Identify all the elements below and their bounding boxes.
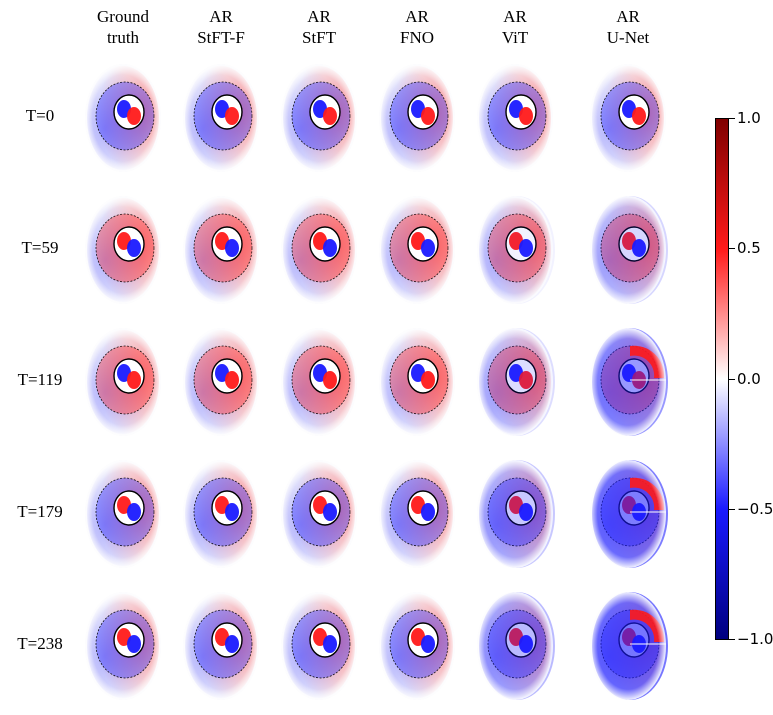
- edge-fade: [590, 64, 666, 172]
- edge-fade: [281, 460, 357, 568]
- row-label: T=59: [21, 238, 59, 257]
- field-panel: [588, 590, 668, 702]
- colorbar: [715, 118, 729, 640]
- field-panel: [588, 62, 668, 174]
- field-panel: [181, 194, 261, 306]
- edge-fade: [477, 460, 553, 568]
- field-panel: [475, 326, 555, 438]
- column-header-line2: StFT-F: [197, 28, 245, 47]
- field-panel: [588, 326, 668, 438]
- field-panel: [279, 326, 359, 438]
- column-header-line2: ViT: [501, 28, 529, 47]
- field-panel: [83, 326, 163, 438]
- colorbar-tick-label: 0.0: [737, 369, 761, 388]
- edge-fade: [379, 460, 455, 568]
- field-panel: [475, 590, 555, 702]
- field-panel: [83, 458, 163, 570]
- field-panel: [279, 590, 359, 702]
- field-panel: [83, 194, 163, 306]
- column-header: AR StFT-F: [176, 6, 266, 48]
- edge-fade: [477, 328, 553, 436]
- edge-fade: [183, 592, 259, 700]
- column-header: AR U-Net: [583, 6, 673, 48]
- column-header-line2: truth: [106, 28, 140, 47]
- field-panel: [279, 62, 359, 174]
- edge-fade: [183, 64, 259, 172]
- edge-fade: [379, 328, 455, 436]
- field-panel: [279, 458, 359, 570]
- field-panel: [377, 590, 457, 702]
- edge-fade: [590, 592, 666, 700]
- colorbar-tick: [729, 508, 735, 510]
- field-panel: [475, 62, 555, 174]
- edge-fade: [590, 196, 666, 304]
- edge-fade: [281, 64, 357, 172]
- colorbar-tick: [729, 639, 735, 640]
- edge-fade: [183, 196, 259, 304]
- column-header: AR StFT: [274, 6, 364, 48]
- colorbar-tick: [729, 118, 735, 119]
- field-panel: [181, 326, 261, 438]
- edge-fade: [281, 196, 357, 304]
- edge-fade: [85, 328, 161, 436]
- field-panel: [83, 590, 163, 702]
- column-header: Ground truth: [78, 6, 168, 48]
- field-panel: [83, 62, 163, 174]
- field-panel: [377, 194, 457, 306]
- column-header-line2: U-Net: [606, 28, 650, 47]
- edge-fade: [281, 592, 357, 700]
- field-panel: [181, 458, 261, 570]
- column-header-line1: Ground: [97, 7, 149, 26]
- column-header: AR ViT: [470, 6, 560, 48]
- edge-fade: [85, 460, 161, 568]
- colorbar-tick: [729, 378, 735, 380]
- edge-fade: [85, 196, 161, 304]
- field-panel: [588, 194, 668, 306]
- edge-fade: [379, 196, 455, 304]
- field-panel: [181, 590, 261, 702]
- row-label: T=0: [25, 106, 55, 125]
- field-panel: [475, 458, 555, 570]
- edge-fade: [183, 328, 259, 436]
- edge-fade: [85, 592, 161, 700]
- edge-fade: [590, 460, 666, 568]
- column-header-line1: AR: [616, 7, 640, 26]
- column-header-line2: FNO: [399, 28, 434, 47]
- column-header-line1: AR: [209, 7, 233, 26]
- edge-fade: [590, 328, 666, 436]
- column-header: AR FNO: [372, 6, 462, 48]
- colorbar-tick-label: 1.0: [737, 109, 761, 127]
- colorbar-tick: [729, 248, 735, 250]
- edge-fade: [477, 64, 553, 172]
- field-panel: [377, 62, 457, 174]
- field-panel: [475, 194, 555, 306]
- edge-fade: [379, 64, 455, 172]
- column-header-line1: AR: [307, 7, 331, 26]
- row-label: T=238: [17, 634, 63, 653]
- field-panel: [181, 62, 261, 174]
- edge-fade: [85, 64, 161, 172]
- row-label: T=119: [17, 370, 63, 389]
- colorbar-tick-label: −1.0: [737, 630, 773, 648]
- field-panel: [377, 326, 457, 438]
- column-header-line1: AR: [503, 7, 527, 26]
- column-header-line2: StFT: [301, 28, 337, 47]
- row-label: T=179: [17, 502, 63, 521]
- edge-fade: [183, 460, 259, 568]
- colorbar-tick-label: −0.5: [737, 499, 773, 518]
- edge-fade: [281, 328, 357, 436]
- field-panel: [588, 458, 668, 570]
- edge-fade: [379, 592, 455, 700]
- colorbar-tick-label: 0.5: [737, 239, 761, 258]
- field-panel: [377, 458, 457, 570]
- column-header-line1: AR: [405, 7, 429, 26]
- field-panel: [279, 194, 359, 306]
- edge-fade: [477, 592, 553, 700]
- edge-fade: [477, 196, 553, 304]
